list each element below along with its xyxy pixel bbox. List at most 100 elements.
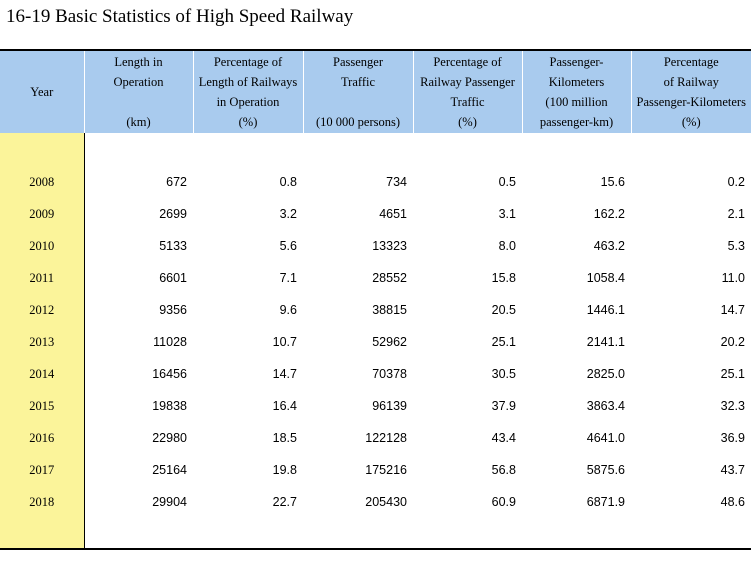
pkm-pct-cell: 43.7 — [720, 463, 745, 477]
pkm-pct-cell: 25.1 — [720, 367, 745, 381]
traffic-pct-cell: 56.8 — [491, 463, 516, 477]
length-cell: 19838 — [152, 399, 187, 413]
traffic-cell: 734 — [386, 175, 407, 189]
spacer-row — [0, 133, 751, 166]
pkm-pct-cell: 11.0 — [721, 271, 745, 285]
pkm-pct-cell: 2.1 — [727, 207, 745, 221]
traffic-pct-cell: 20.5 — [491, 303, 516, 317]
length-cell: 5133 — [159, 239, 187, 253]
pkm-cell: 2825.0 — [586, 367, 625, 381]
traffic-cell: 96139 — [372, 399, 407, 413]
length-pct-cell: 19.8 — [272, 463, 297, 477]
year-cell: 2009 — [0, 198, 85, 230]
year-cell: 2012 — [0, 294, 85, 326]
year-cell: 2010 — [0, 230, 85, 262]
pkm-pct-cell: 0.2 — [727, 175, 745, 189]
header-percentage-length: Percentage of Length of Railways in Oper… — [192, 51, 303, 133]
table-row: 2016 22980 18.5 122128 43.4 4641.0 36.9 — [0, 422, 751, 454]
table-body: 2008 672 0.8 734 0.5 15.6 0.2 2009 2699 3.2 4651 3.… — [0, 133, 751, 549]
traffic-cell: 52962 — [372, 335, 407, 349]
header-percentage-passenger-km: Percentage of Railway Passenger-Kilomete… — [630, 51, 751, 133]
length-pct-cell: 18.5 — [272, 431, 297, 445]
table-row: 2015 19838 16.4 96139 37.9 3863.4 32.3 — [0, 390, 751, 422]
length-cell: 16456 — [152, 367, 187, 381]
traffic-cell: 175216 — [365, 463, 407, 477]
pkm-cell: 2141.1 — [586, 335, 625, 349]
length-pct-cell: 22.7 — [272, 495, 297, 509]
year-cell: 2015 — [0, 390, 85, 422]
pkm-cell: 1058.4 — [586, 271, 625, 285]
table-row: 2014 16456 14.7 70378 30.5 2825.0 25.1 — [0, 358, 751, 390]
length-pct-cell: 7.1 — [279, 271, 297, 285]
length-cell: 672 — [166, 175, 187, 189]
table-row: 2011 6601 7.1 28552 15.8 1058.4 11.0 — [0, 262, 751, 294]
traffic-pct-cell: 3.1 — [498, 207, 516, 221]
traffic-pct-cell: 8.0 — [498, 239, 516, 253]
length-pct-cell: 9.6 — [279, 303, 297, 317]
header-passenger-traffic: Passenger Traffic (10 000 persons) — [302, 51, 413, 133]
length-cell: 9356 — [159, 303, 187, 317]
traffic-pct-cell: 30.5 — [491, 367, 516, 381]
statistics-table: Year Length in Operation (km) Percentage… — [0, 51, 751, 549]
table-row: 2012 9356 9.6 38815 20.5 1446.1 14.7 — [0, 294, 751, 326]
pkm-pct-cell: 48.6 — [720, 495, 745, 509]
traffic-cell: 13323 — [372, 239, 407, 253]
header-year: Year — [0, 51, 84, 133]
length-cell: 22980 — [152, 431, 187, 445]
length-cell: 29904 — [152, 495, 187, 509]
length-pct-cell: 0.8 — [279, 175, 297, 189]
traffic-pct-cell: 25.1 — [491, 335, 516, 349]
length-cell: 25164 — [152, 463, 187, 477]
year-cell: 2011 — [0, 262, 85, 294]
traffic-cell: 4651 — [379, 207, 407, 221]
length-pct-cell: 5.6 — [279, 239, 297, 253]
pkm-cell: 6871.9 — [586, 495, 625, 509]
pkm-pct-cell: 5.3 — [727, 239, 745, 253]
pkm-pct-cell: 20.2 — [720, 335, 745, 349]
traffic-pct-cell: 60.9 — [491, 495, 516, 509]
pkm-cell: 15.6 — [600, 175, 625, 189]
pkm-pct-cell: 14.7 — [720, 303, 745, 317]
traffic-pct-cell: 37.9 — [491, 399, 516, 413]
pkm-pct-cell: 32.3 — [720, 399, 745, 413]
year-cell: 2014 — [0, 358, 85, 390]
traffic-cell: 205430 — [365, 495, 407, 509]
traffic-cell: 70378 — [372, 367, 407, 381]
header-passenger-kilometers: Passenger- Kilometers (100 million passe… — [521, 51, 631, 133]
year-cell: 2013 — [0, 326, 85, 358]
header-length-in-operation: Length in Operation (km) — [83, 51, 193, 133]
traffic-pct-cell: 15.8 — [491, 271, 516, 285]
traffic-pct-cell: 43.4 — [491, 431, 516, 445]
header-percentage-passenger-traffic: Percentage of Railway Passenger Traffic … — [412, 51, 522, 133]
table-title: 16-19 Basic Statistics of High Speed Rai… — [6, 6, 354, 27]
year-cell: 2008 — [0, 166, 85, 198]
pkm-cell: 5875.6 — [586, 463, 625, 477]
table-row: 2008 672 0.8 734 0.5 15.6 0.2 — [0, 166, 751, 198]
traffic-cell: 122128 — [365, 431, 407, 445]
pkm-cell: 3863.4 — [586, 399, 625, 413]
spacer-row — [0, 518, 751, 549]
traffic-cell: 28552 — [372, 271, 407, 285]
length-cell: 6601 — [159, 271, 187, 285]
traffic-cell: 38815 — [372, 303, 407, 317]
table-row: 2013 11028 10.7 52962 25.1 2141.1 20.2 — [0, 326, 751, 358]
top-rule — [0, 49, 751, 51]
traffic-pct-cell: 0.5 — [498, 175, 516, 189]
header-row: Year Length in Operation (km) Percentage… — [0, 51, 751, 133]
year-cell: 2017 — [0, 454, 85, 486]
table-row: 2017 25164 19.8 175216 56.8 5875.6 43.7 — [0, 454, 751, 486]
bottom-rule — [0, 548, 751, 550]
length-pct-cell: 10.7 — [272, 335, 297, 349]
pkm-cell: 463.2 — [593, 239, 625, 253]
pkm-pct-cell: 36.9 — [720, 431, 745, 445]
length-pct-cell: 16.4 — [272, 399, 297, 413]
year-cell: 2016 — [0, 422, 85, 454]
length-cell: 11028 — [153, 335, 187, 349]
year-cell: 2018 — [0, 486, 85, 518]
table-row: 2010 5133 5.6 13323 8.0 463.2 5.3 — [0, 230, 751, 262]
length-cell: 2699 — [159, 207, 187, 221]
table-row: 2018 29904 22.7 205430 60.9 6871.9 48.6 — [0, 486, 751, 518]
length-pct-cell: 3.2 — [279, 207, 297, 221]
table-row: 2009 2699 3.2 4651 3.1 162.2 2.1 — [0, 198, 751, 230]
length-pct-cell: 14.7 — [272, 367, 297, 381]
